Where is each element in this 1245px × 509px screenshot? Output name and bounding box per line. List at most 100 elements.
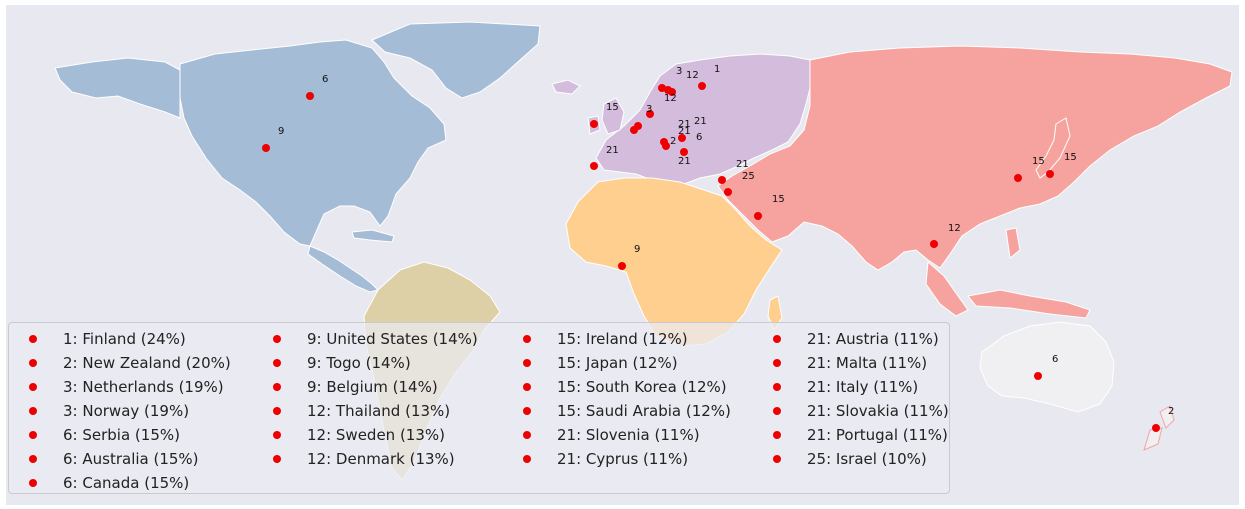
legend-marker-icon (773, 431, 781, 439)
marker-label: 9 (634, 244, 640, 255)
marker-label: 21 (736, 159, 749, 170)
southeast-asia (925, 227, 1091, 319)
legend-label: 21: Cyprus (11%) (557, 450, 689, 468)
marker-label: 3 (676, 66, 682, 77)
legend-label: 9: United States (14%) (307, 330, 478, 348)
marker-dot (262, 144, 270, 152)
australia (979, 321, 1115, 413)
legend-label: 15: Japan (12%) (557, 354, 678, 372)
legend-label: 6: Serbia (15%) (63, 426, 180, 444)
legend-item: 21: Portugal (11%) (753, 423, 949, 447)
legend-column-3: 15: Ireland (12%) 15: Japan (12%) 15: So… (503, 327, 731, 471)
legend-item: 9: Belgium (14%) (253, 375, 478, 399)
legend-label: 21: Malta (11%) (807, 354, 928, 372)
legend-marker-icon (773, 407, 781, 415)
legend-item: 12: Sweden (13%) (253, 423, 478, 447)
legend-label: 15: South Korea (12%) (557, 378, 727, 396)
legend-item: 25: Israel (10%) (753, 447, 949, 471)
marker-label: 6 (1052, 354, 1058, 365)
marker-togo: 9 (618, 244, 640, 270)
marker-dot (724, 188, 732, 196)
legend-column-1: 1: Finland (24%) 2: New Zealand (20%) 3:… (9, 327, 231, 495)
legend-label: 15: Ireland (12%) (557, 330, 688, 348)
legend-marker-icon (29, 407, 37, 415)
legend-item: 12: Thailand (13%) (253, 399, 478, 423)
marker-slovakia: 21 (630, 116, 707, 134)
legend-label: 21: Slovakia (11%) (807, 402, 949, 420)
legend-column-2: 9: United States (14%) 9: Togo (14%) 9: … (253, 327, 478, 471)
marker-dot (646, 110, 654, 118)
marker-dot (1034, 372, 1042, 380)
legend-item: 6: Australia (15%) (9, 447, 231, 471)
marker-label: 15 (606, 102, 619, 113)
legend-marker-icon (273, 407, 281, 415)
marker-saudi-arabia: 15 (754, 194, 785, 220)
legend-marker-icon (273, 455, 281, 463)
marker-finland: 1 (698, 64, 720, 90)
legend-item: 15: Saudi Arabia (12%) (503, 399, 731, 423)
legend-item: 15: South Korea (12%) (503, 375, 731, 399)
legend-item: 21: Italy (11%) (753, 375, 949, 399)
marker-label: 12 (948, 223, 961, 234)
legend-label: 15: Saudi Arabia (12%) (557, 402, 731, 420)
legend-item: 9: Togo (14%) (253, 351, 478, 375)
marker-dot (662, 142, 670, 150)
legend-marker-icon (773, 455, 781, 463)
legend-label: 6: Australia (15%) (63, 450, 199, 468)
legend-marker-icon (523, 359, 531, 367)
legend-marker-icon (773, 335, 781, 343)
iceland (551, 79, 581, 95)
marker-denmark: 12 (664, 86, 677, 104)
legend-label: 21: Italy (11%) (807, 378, 919, 396)
legend-marker-icon (29, 335, 37, 343)
marker-label: 2 (1168, 406, 1174, 417)
marker-label: 21 (606, 145, 619, 156)
legend-marker-icon (29, 359, 37, 367)
legend-label: 25: Israel (10%) (807, 450, 927, 468)
marker-label: 21 (678, 156, 691, 167)
legend-label: 21: Portugal (11%) (807, 426, 948, 444)
legend-column-4: 21: Austria (11%) 21: Malta (11%) 21: It… (753, 327, 949, 471)
legend-item: 6: Canada (15%) (9, 471, 231, 495)
legend-label: 1: Finland (24%) (63, 330, 186, 348)
legend-item: 1: Finland (24%) (9, 327, 231, 351)
legend-marker-icon (29, 455, 37, 463)
marker-label: 1 (714, 64, 720, 75)
alaska (54, 57, 181, 119)
marker-thailand: 12 (930, 223, 961, 248)
legend-label: 21: Austria (11%) (807, 330, 939, 348)
legend-label: 6: Canada (15%) (63, 474, 190, 492)
legend-marker-icon (29, 431, 37, 439)
legend-label: 21: Slovenia (11%) (557, 426, 700, 444)
marker-label: 9 (278, 126, 284, 137)
marker-label: 25 (742, 171, 755, 182)
marker-japan: 15 (1046, 152, 1077, 178)
marker-dot (1046, 170, 1054, 178)
caribbean (351, 229, 395, 243)
map-legend: 1: Finland (24%) 2: New Zealand (20%) 3:… (8, 322, 950, 494)
legend-item: 6: Serbia (15%) (9, 423, 231, 447)
legend-marker-icon (273, 383, 281, 391)
marker-dot (680, 148, 688, 156)
marker-label: 2 (670, 136, 676, 147)
marker-cyprus: 21 (718, 159, 749, 184)
japan (1035, 117, 1071, 179)
marker-netherlands: 3 (646, 104, 654, 118)
legend-item: 9: United States (14%) (253, 327, 478, 351)
legend-label: 12: Thailand (13%) (307, 402, 451, 420)
marker-cluster: 2 (662, 136, 676, 150)
legend-label: 9: Belgium (14%) (307, 378, 438, 396)
legend-marker-icon (523, 383, 531, 391)
marker-dot (698, 82, 706, 90)
legend-marker-icon (523, 407, 531, 415)
marker-dot (630, 126, 638, 134)
legend-marker-icon (273, 431, 281, 439)
marker-label: 6 (322, 74, 328, 85)
marker-dot (590, 162, 598, 170)
marker-australia: 6 (1034, 354, 1058, 380)
marker-dot (930, 240, 938, 248)
marker-dot (1014, 174, 1022, 182)
marker-portugal: 21 (590, 145, 619, 170)
legend-item: 3: Norway (19%) (9, 399, 231, 423)
legend-label: 3: Norway (19%) (63, 402, 190, 420)
